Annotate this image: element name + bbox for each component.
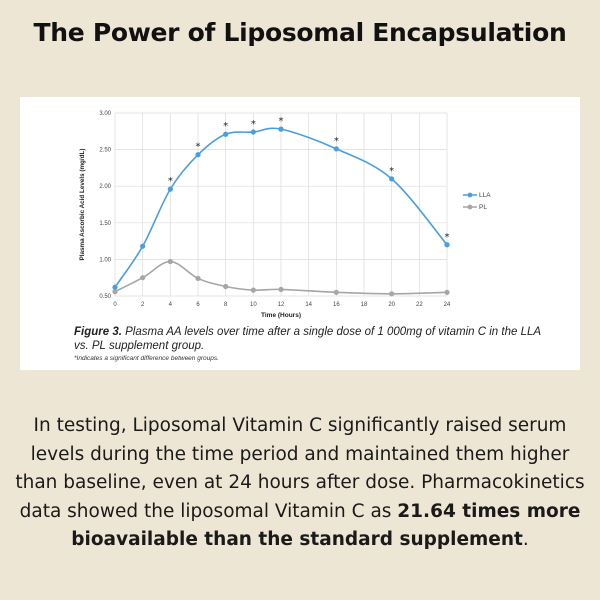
data-point-PL bbox=[112, 289, 118, 295]
legend-label: PL bbox=[479, 204, 487, 211]
x-tick-label: 4 bbox=[169, 302, 173, 308]
significance-marker: * bbox=[389, 166, 394, 177]
significance-marker: * bbox=[168, 176, 173, 187]
figure-caption: Figure 3. Plasma AA levels over time aft… bbox=[74, 325, 544, 353]
caption-label: Figure 3. bbox=[74, 326, 122, 338]
body-highlight: 21.64 times more bioavailable than the s… bbox=[71, 500, 581, 551]
y-tick-label: 3.00 bbox=[99, 111, 111, 117]
data-point-PL bbox=[195, 275, 201, 282]
legend-marker bbox=[467, 192, 473, 198]
body-end: . bbox=[522, 529, 529, 550]
legend-marker bbox=[467, 204, 473, 210]
data-point-PL bbox=[167, 258, 173, 265]
significance-marker: * bbox=[251, 119, 256, 130]
legend-label: LLA bbox=[479, 192, 491, 199]
body-text: In testing, Liposomal Vitamin C signific… bbox=[10, 412, 590, 555]
series-line-LLA bbox=[114, 127, 448, 288]
series-line-PL bbox=[114, 260, 448, 295]
x-tick-label: 20 bbox=[388, 302, 395, 308]
data-point-LLA bbox=[389, 176, 395, 182]
data-point-PL bbox=[223, 283, 229, 290]
x-tick-label: 2 bbox=[141, 302, 145, 308]
y-tick-label: 1.50 bbox=[99, 221, 111, 227]
x-tick-label: 22 bbox=[416, 302, 423, 308]
y-axis-label: Plasma Ascorbic Acid Levels (mg/dL) bbox=[79, 149, 86, 261]
x-tick-label: 0 bbox=[113, 302, 117, 308]
data-point-LLA bbox=[140, 243, 146, 249]
page-title: The Power of Liposomal Encapsulation bbox=[33, 18, 567, 47]
significance-marker: * bbox=[196, 142, 201, 153]
data-point-PL bbox=[444, 289, 450, 295]
x-tick-label: 14 bbox=[305, 302, 312, 308]
x-tick-label: 10 bbox=[250, 302, 257, 308]
x-tick-label: 6 bbox=[196, 302, 200, 308]
x-tick-label: 8 bbox=[224, 302, 228, 308]
data-point-PL bbox=[389, 291, 395, 297]
x-axis-label: Time (Hours) bbox=[261, 312, 301, 319]
data-point-LLA bbox=[167, 186, 173, 192]
significance-marker: * bbox=[445, 232, 450, 243]
data-point-LLA bbox=[444, 242, 450, 248]
x-tick-label: 12 bbox=[278, 302, 285, 308]
data-point-LLA bbox=[250, 129, 256, 135]
body-main: In testing, Liposomal Vitamin C signific… bbox=[15, 415, 585, 522]
data-point-LLA bbox=[223, 131, 229, 137]
caption-note: *Indicates a significant difference betw… bbox=[74, 355, 219, 362]
x-tick-label: 18 bbox=[361, 302, 368, 308]
data-point-LLA bbox=[112, 284, 118, 290]
significance-marker: * bbox=[334, 136, 339, 147]
data-point-LLA bbox=[278, 126, 284, 132]
caption-text: Plasma AA levels over time after a singl… bbox=[74, 326, 541, 352]
data-point-PL bbox=[333, 289, 339, 295]
y-tick-label: 2.00 bbox=[99, 184, 111, 190]
data-point-PL bbox=[140, 275, 146, 281]
data-point-PL bbox=[278, 286, 284, 293]
y-tick-label: 0.50 bbox=[99, 294, 111, 300]
data-point-LLA bbox=[195, 152, 201, 158]
y-tick-label: 2.50 bbox=[99, 148, 111, 154]
x-tick-label: 24 bbox=[444, 302, 451, 308]
chart-card bbox=[20, 97, 580, 370]
significance-marker: * bbox=[223, 121, 228, 132]
data-point-PL bbox=[250, 287, 256, 293]
y-tick-label: 1.00 bbox=[99, 257, 111, 263]
significance-marker: * bbox=[279, 116, 284, 127]
x-tick-label: 16 bbox=[333, 302, 340, 308]
data-point-LLA bbox=[333, 146, 339, 152]
